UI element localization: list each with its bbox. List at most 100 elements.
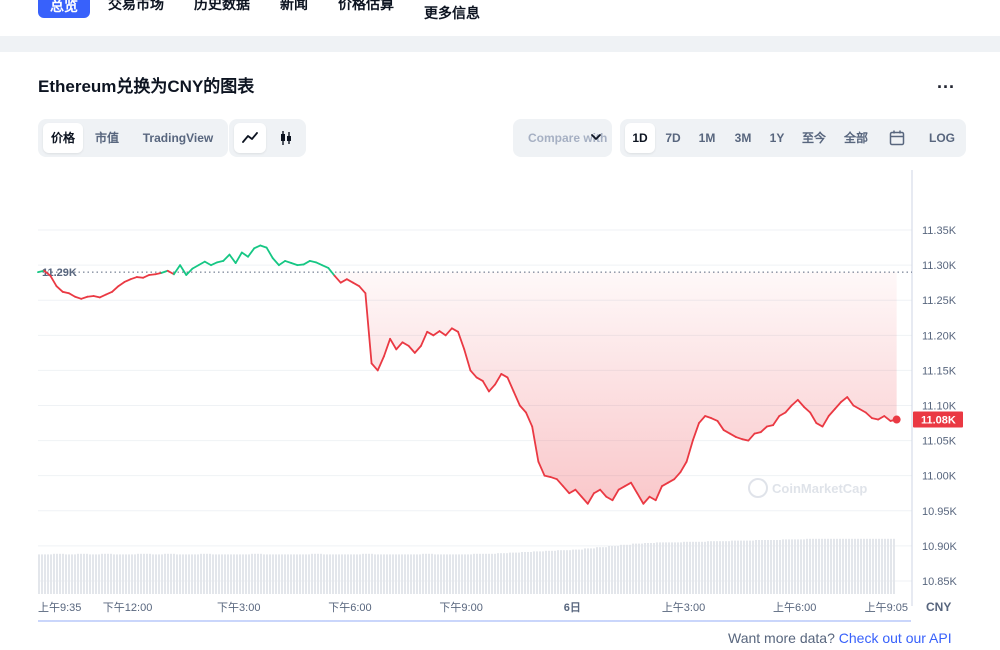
volume-bar — [536, 551, 538, 594]
x-tick-label: 下午9:00 — [439, 601, 482, 614]
volume-bar — [860, 538, 862, 594]
price-line-segment — [135, 276, 144, 279]
line-chart-button[interactable] — [234, 123, 266, 153]
volume-bar — [665, 542, 667, 594]
volume-bar — [542, 551, 544, 594]
volume-bar — [410, 554, 412, 594]
volume-bar — [827, 538, 829, 594]
nav-overview[interactable]: 总览 — [38, 0, 90, 18]
volume-bar — [602, 547, 604, 594]
range-1y[interactable]: 1Y — [769, 131, 785, 145]
volume-bar — [128, 554, 130, 594]
volume-bar — [569, 550, 571, 594]
date-range-button[interactable] — [882, 123, 912, 153]
price-line-segment — [191, 264, 200, 270]
price-line-segment — [259, 244, 268, 249]
price-line-segment — [846, 396, 855, 407]
volume-bar — [632, 543, 634, 594]
range-7d[interactable]: 7D — [665, 131, 681, 145]
navigator-window[interactable] — [38, 620, 911, 650]
range-3m[interactable]: 3M — [734, 131, 752, 145]
volume-bar — [443, 554, 445, 594]
volume-bar — [119, 554, 121, 594]
price-line-segment — [710, 417, 719, 422]
nav-historical-data[interactable]: 历史数据 — [194, 0, 250, 12]
more-options-button[interactable]: ... — [937, 72, 956, 92]
nav-more-info[interactable]: 更多信息 — [424, 5, 480, 21]
api-link[interactable]: Check out our API — [838, 630, 952, 646]
price-line-segment — [327, 267, 336, 277]
volume-bar — [845, 538, 847, 594]
range-1d[interactable]: 1D — [625, 123, 655, 153]
price-line-segment — [234, 251, 243, 264]
volume-bar — [521, 552, 523, 594]
volume-bar — [191, 554, 193, 594]
candlestick-chart-button[interactable] — [270, 123, 302, 153]
price-line-segment — [469, 369, 478, 379]
tab-price[interactable]: 价格 — [43, 123, 83, 153]
volume-bar — [815, 538, 817, 594]
range-1m[interactable]: 1M — [698, 131, 716, 145]
price-line-segment — [80, 295, 89, 300]
range-ytd[interactable]: 至今 — [801, 131, 826, 145]
price-line-segment — [537, 460, 546, 477]
volume-bar — [416, 554, 418, 594]
volume-bar — [839, 538, 841, 594]
price-line-segment — [654, 485, 663, 502]
price-line-segment — [525, 411, 534, 428]
price-line-segment — [290, 262, 299, 267]
volume-bar — [626, 544, 628, 594]
y-tick-label: 11.35K — [922, 225, 957, 237]
volume-bar — [704, 541, 706, 594]
price-line-segment — [389, 337, 398, 351]
price-line-segment — [488, 383, 497, 393]
price-line-segment — [308, 260, 317, 264]
volume-bar — [278, 554, 280, 594]
volume-bar — [407, 554, 409, 594]
price-line-segment — [500, 373, 509, 379]
nav-news[interactable]: 新闻 — [280, 0, 308, 12]
volume-bar — [830, 538, 832, 594]
volume-bar — [389, 554, 391, 594]
volume-bar — [653, 543, 655, 594]
volume-bar — [59, 553, 61, 594]
volume-bar — [155, 554, 157, 594]
volume-bar — [209, 553, 211, 594]
log-scale-toggle[interactable]: LOG — [929, 131, 955, 145]
volume-bar — [431, 553, 433, 594]
volume-bar — [320, 553, 322, 594]
price-line-segment — [413, 344, 422, 354]
y-tick-label: 11.15K — [922, 365, 957, 377]
price-line-segment — [450, 327, 459, 333]
price-line-segment — [105, 290, 114, 296]
price-line-segment — [247, 247, 256, 258]
volume-bar — [683, 541, 685, 594]
price-line-segment — [457, 330, 466, 351]
tab-tradingview[interactable]: TradingView — [142, 131, 214, 145]
range-all[interactable]: 全部 — [843, 131, 868, 145]
price-line-segment — [37, 269, 46, 274]
volume-bar — [134, 554, 136, 594]
time-range-tabs: 1D 7D 1M 3M 1Y 至今 全部 LOG — [620, 119, 966, 157]
nav-markets[interactable]: 交易市场 — [108, 0, 164, 12]
volume-bar — [803, 539, 805, 594]
volume-bar — [437, 554, 439, 594]
nav-price-prediction[interactable]: 价格估算 — [338, 0, 394, 12]
volume-bar — [677, 542, 679, 594]
compare-dropdown[interactable]: Compare with — [513, 119, 612, 157]
price-chart: CoinMarketCap 11.29K 11.08K 11.35K 11.30K… — [0, 162, 1000, 650]
volume-bar — [770, 540, 772, 594]
volume-bar — [398, 554, 400, 594]
volume-bar — [788, 539, 790, 594]
volume-bar — [488, 553, 490, 594]
volume-bar — [692, 541, 694, 594]
price-line-segment — [864, 411, 873, 420]
volume-bar — [374, 554, 376, 594]
volume-bar — [131, 554, 133, 594]
tab-market-cap[interactable]: 市值 — [94, 131, 119, 145]
price-chart-svg[interactable]: CoinMarketCap 11.29K 11.08K 11.35K11.30K… — [0, 162, 1000, 650]
price-line-segment — [704, 415, 713, 420]
price-line-segment — [673, 471, 682, 481]
price-line-segment — [148, 273, 157, 276]
price-line-segment — [154, 271, 163, 276]
